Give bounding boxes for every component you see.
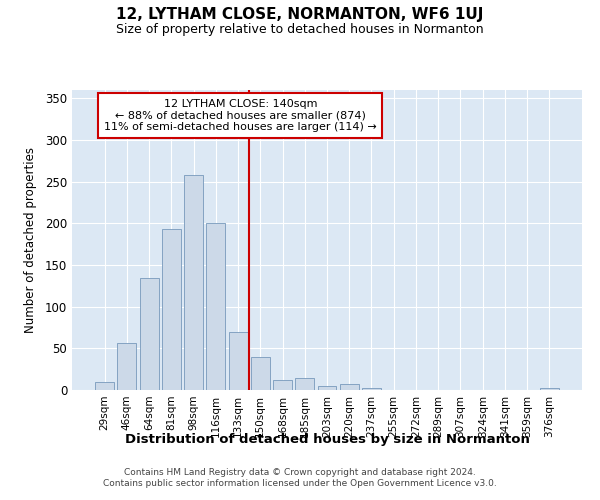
Text: 12 LYTHAM CLOSE: 140sqm
← 88% of detached houses are smaller (874)
11% of semi-d: 12 LYTHAM CLOSE: 140sqm ← 88% of detache…	[104, 99, 377, 132]
Bar	[118, 342, 136, 390]
Bar	[273, 380, 292, 390]
Bar	[251, 356, 270, 390]
Text: Size of property relative to detached houses in Normanton: Size of property relative to detached ho…	[116, 22, 484, 36]
Bar	[206, 224, 225, 390]
Bar	[162, 229, 181, 390]
Bar	[340, 384, 359, 390]
Bar	[184, 175, 203, 390]
Text: Distribution of detached houses by size in Normanton: Distribution of detached houses by size …	[125, 432, 529, 446]
Text: Contains HM Land Registry data © Crown copyright and database right 2024.
Contai: Contains HM Land Registry data © Crown c…	[103, 468, 497, 487]
Bar	[295, 378, 314, 390]
Bar	[540, 388, 559, 390]
Bar	[362, 388, 381, 390]
Bar	[95, 382, 114, 390]
Bar	[317, 386, 337, 390]
Y-axis label: Number of detached properties: Number of detached properties	[23, 147, 37, 333]
Bar	[229, 332, 248, 390]
Text: 12, LYTHAM CLOSE, NORMANTON, WF6 1UJ: 12, LYTHAM CLOSE, NORMANTON, WF6 1UJ	[116, 8, 484, 22]
Bar	[140, 278, 158, 390]
